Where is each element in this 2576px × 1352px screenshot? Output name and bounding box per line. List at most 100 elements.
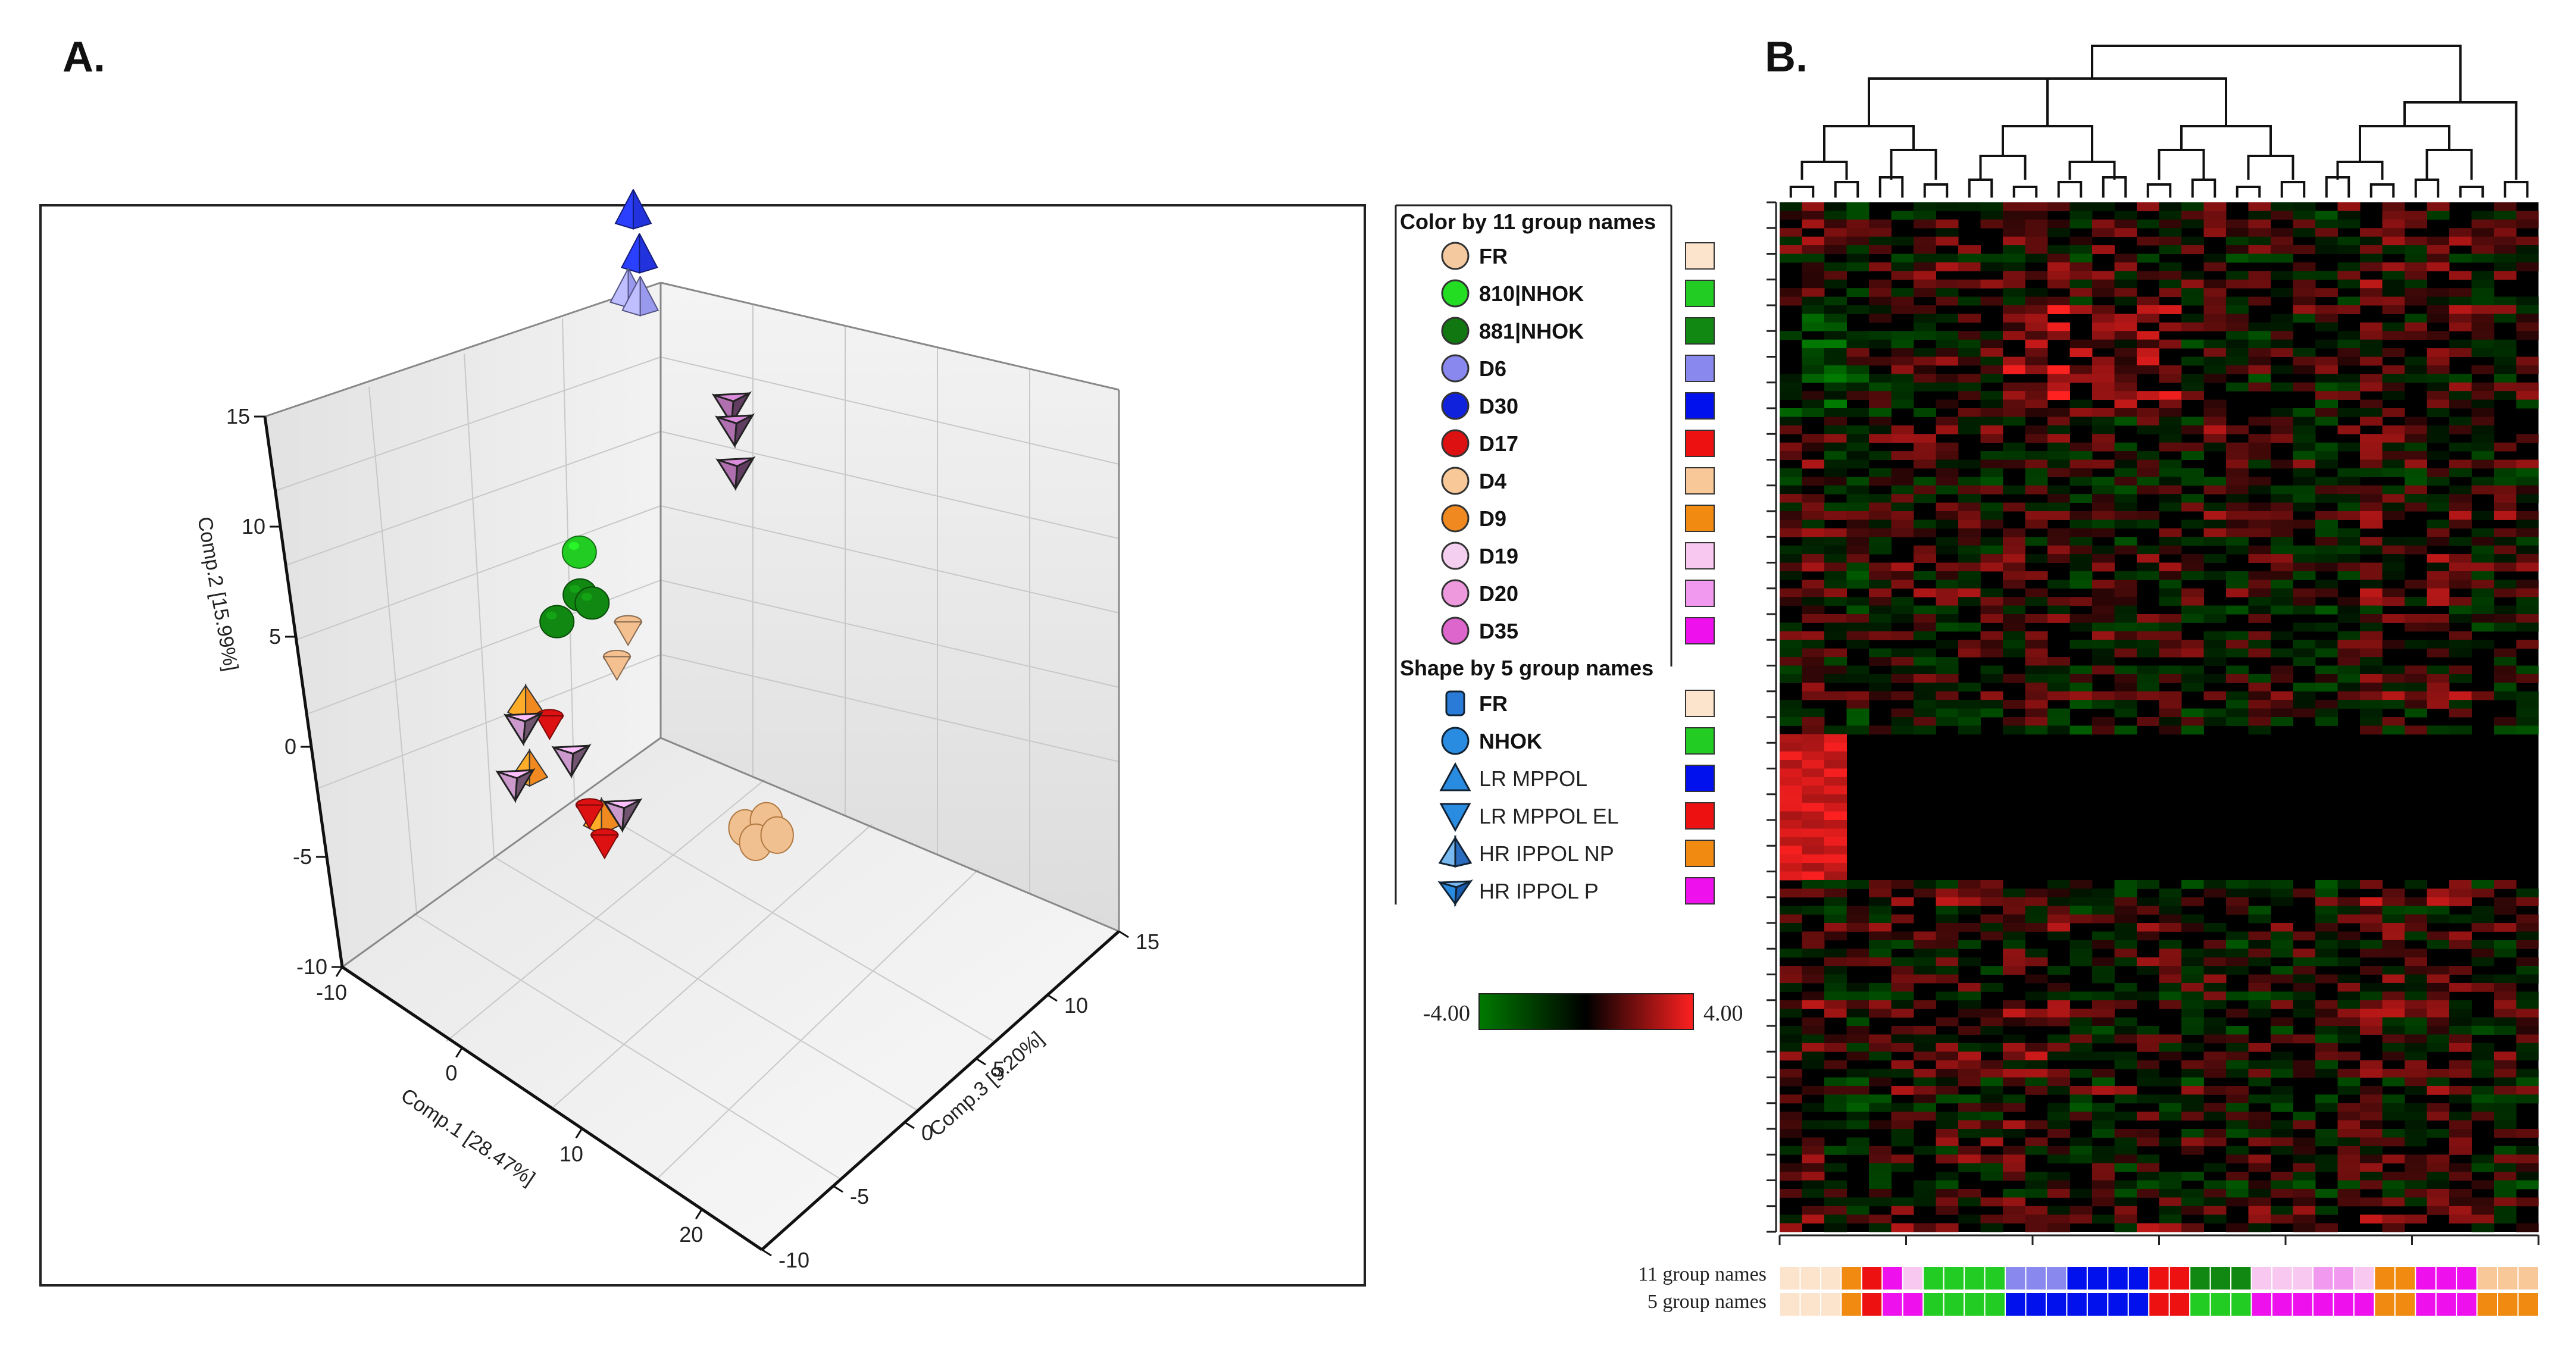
heatmap-cell — [2382, 1034, 2405, 1044]
legend-shape-icon — [1454, 879, 1474, 907]
heatmap-cell — [1846, 717, 1870, 726]
heatmap-cell — [1891, 391, 1914, 400]
heatmap-cell — [2427, 725, 2450, 735]
heatmap-cell — [2516, 622, 2539, 632]
heatmap-cell — [1802, 811, 1825, 821]
heatmap-cell — [1914, 1043, 1936, 1052]
heatmap-cell — [2092, 219, 2115, 229]
heatmap-cell — [1846, 622, 1870, 632]
heatmap-cell — [2159, 1000, 2182, 1009]
legend-color-circle — [1441, 279, 1470, 308]
heatmap-cell — [2494, 725, 2516, 735]
heatmap-cell — [2248, 279, 2271, 289]
heatmap-cell — [2360, 494, 2383, 503]
heatmap-cell — [1914, 588, 1936, 597]
heatmap-cell — [1936, 374, 1959, 383]
heatmap-cell — [2114, 254, 2137, 263]
heatmap-cell — [2114, 1085, 2137, 1095]
heatmap-cell — [1980, 356, 2003, 366]
heatmap-cell — [1846, 528, 1870, 537]
heatmap-cell — [2293, 519, 2316, 529]
heatmap-cell — [1802, 614, 1825, 623]
heatmap-cell — [2449, 305, 2472, 314]
heatmap-cell — [2114, 1197, 2137, 1207]
heatmap-cell — [2003, 614, 2025, 623]
heatmap-cell — [2471, 485, 2494, 495]
heatmap-cell — [1958, 725, 1981, 735]
heatmap-cell — [1980, 923, 2003, 932]
color-scale-max: 4.00 — [1703, 1001, 1743, 1026]
heatmap-cell — [2315, 408, 2338, 417]
annotation-cell-5 — [2517, 1292, 2539, 1317]
heatmap-cell — [1980, 502, 2003, 512]
heatmap-cell — [2226, 708, 2249, 718]
heatmap-cell — [2025, 477, 2048, 486]
heatmap-cell — [2471, 1112, 2494, 1121]
heatmap-cell — [2360, 897, 2383, 906]
heatmap-cell — [2427, 1103, 2450, 1112]
heatmap-cell — [2181, 339, 2204, 349]
heatmap-cell — [1846, 434, 1870, 443]
heatmap-cell — [2248, 519, 2271, 529]
heatmap-cell — [2226, 940, 2249, 949]
heatmap-cell — [2405, 1026, 2427, 1035]
heatmap-cell — [1846, 459, 1870, 469]
heatmap-cell — [2382, 614, 2405, 623]
heatmap-cell — [2471, 339, 2494, 349]
heatmap-cell — [2271, 288, 2293, 298]
heatmap-cell — [2271, 1172, 2293, 1181]
heatmap-cell — [1846, 236, 1870, 246]
heatmap-cell — [1846, 1017, 1870, 1026]
heatmap-cell — [1802, 314, 1825, 323]
heatmap-cell — [2382, 374, 2405, 383]
heatmap-cell — [2159, 631, 2182, 640]
heatmap-cell — [2471, 1223, 2494, 1232]
heatmap-cell — [2337, 940, 2361, 949]
heatmap-cell — [2271, 459, 2293, 469]
heatmap-cell — [2471, 305, 2494, 314]
heatmap-cell — [2203, 219, 2227, 229]
heatmap-cell — [2248, 296, 2271, 306]
heatmap-cell — [2003, 305, 2025, 314]
heatmap-cell — [1914, 880, 1936, 889]
heatmap-cell — [2137, 296, 2159, 306]
heatmap-cell — [2315, 622, 2338, 632]
heatmap-cell — [1891, 914, 1914, 924]
heatmap-cell — [2427, 1172, 2450, 1181]
heatmap-cell — [1802, 940, 1825, 949]
heatmap-cell — [2226, 494, 2249, 503]
heatmap-cell — [2203, 1137, 2227, 1147]
heatmap-cell — [1780, 391, 1802, 400]
heatmap-cell — [1891, 382, 1914, 392]
heatmap-cell — [2092, 562, 2115, 572]
heatmap-cell — [1869, 657, 1892, 666]
heatmap-cell — [2159, 725, 2182, 735]
heatmap-cell — [2069, 665, 2093, 675]
heatmap-cell — [2271, 331, 2293, 340]
heatmap-cell — [2337, 296, 2361, 306]
heatmap-cell — [1824, 811, 1847, 821]
heatmap-cell — [1780, 708, 1802, 718]
heatmap-cell — [2114, 1188, 2137, 1198]
heatmap-cell — [2516, 331, 2539, 340]
heatmap-cell — [1824, 219, 1847, 229]
heatmap-cell — [1846, 1137, 1870, 1147]
heatmap-cell — [2360, 1137, 2383, 1147]
heatmap-cell — [1914, 888, 1936, 898]
heatmap-cell — [2025, 451, 2048, 460]
heatmap-cell — [2069, 519, 2093, 529]
heatmap-cell — [1846, 1206, 1870, 1215]
heatmap-cell — [1891, 562, 1914, 572]
heatmap-cell — [1980, 631, 2003, 640]
heatmap-cell — [1780, 1009, 1802, 1018]
heatmap-cell — [1936, 991, 1959, 1001]
heatmap-cell — [2494, 554, 2516, 563]
heatmap-cell — [2025, 1180, 2048, 1190]
heatmap-cell — [2494, 348, 2516, 357]
heatmap-cell — [1869, 502, 1892, 512]
heatmap-cell — [2471, 605, 2494, 615]
heatmap-cell — [1846, 288, 1870, 298]
heatmap-cell — [2293, 279, 2316, 289]
heatmap-cell — [2427, 554, 2450, 563]
heatmap-cell — [2405, 1129, 2427, 1138]
